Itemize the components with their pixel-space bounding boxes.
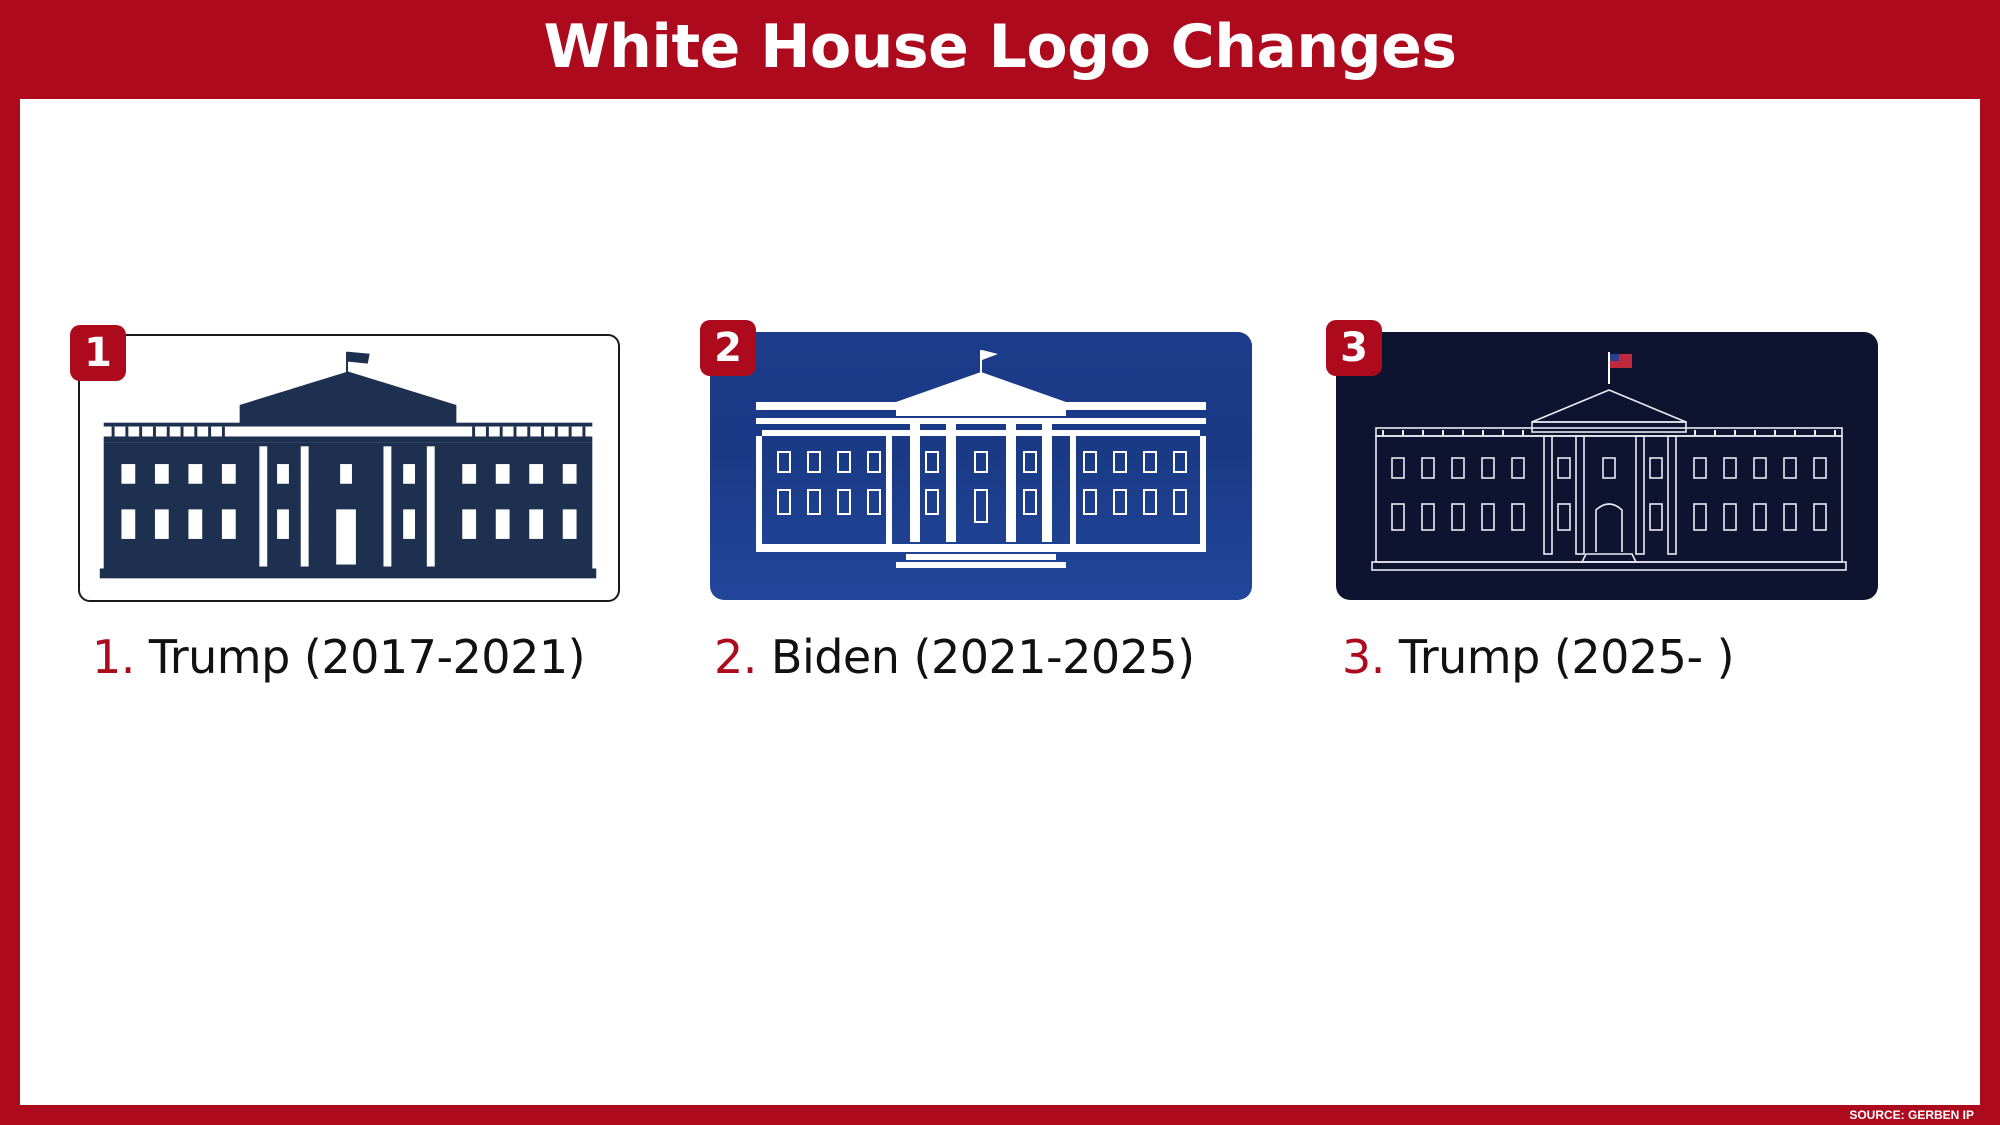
- logo-card-2: [710, 332, 1252, 600]
- caption-3: 3. Trump (2025- ): [1342, 630, 1735, 684]
- caption-2: 2. Biden (2021-2025): [714, 630, 1195, 684]
- source-credit: SOURCE: GERBEN IP: [1849, 1108, 1974, 1122]
- caption-2-number: 2.: [714, 630, 757, 684]
- content-panel: [20, 99, 1980, 1105]
- logo-card-3: [1336, 332, 1878, 600]
- white-house-logo-2-icon: [756, 350, 1206, 568]
- white-house-logo-3-icon: [1371, 352, 1847, 571]
- caption-1: 1. Trump (2017-2021): [92, 630, 586, 684]
- logo-card-1: [78, 334, 620, 602]
- white-house-logo-1-icon: [99, 351, 597, 579]
- page-title: White House Logo Changes: [543, 12, 1458, 82]
- caption-1-text: Trump (2017-2021): [148, 630, 586, 684]
- caption-2-text: Biden (2021-2025): [770, 630, 1195, 684]
- badge-2: 2: [700, 320, 756, 376]
- badge-3: 3: [1326, 320, 1382, 376]
- header-banner: White House Logo Changes: [0, 0, 2000, 98]
- badge-1: 1: [70, 325, 126, 381]
- caption-3-text: Trump (2025- ): [1398, 630, 1735, 684]
- caption-1-number: 1.: [92, 630, 135, 684]
- caption-3-number: 3.: [1342, 630, 1385, 684]
